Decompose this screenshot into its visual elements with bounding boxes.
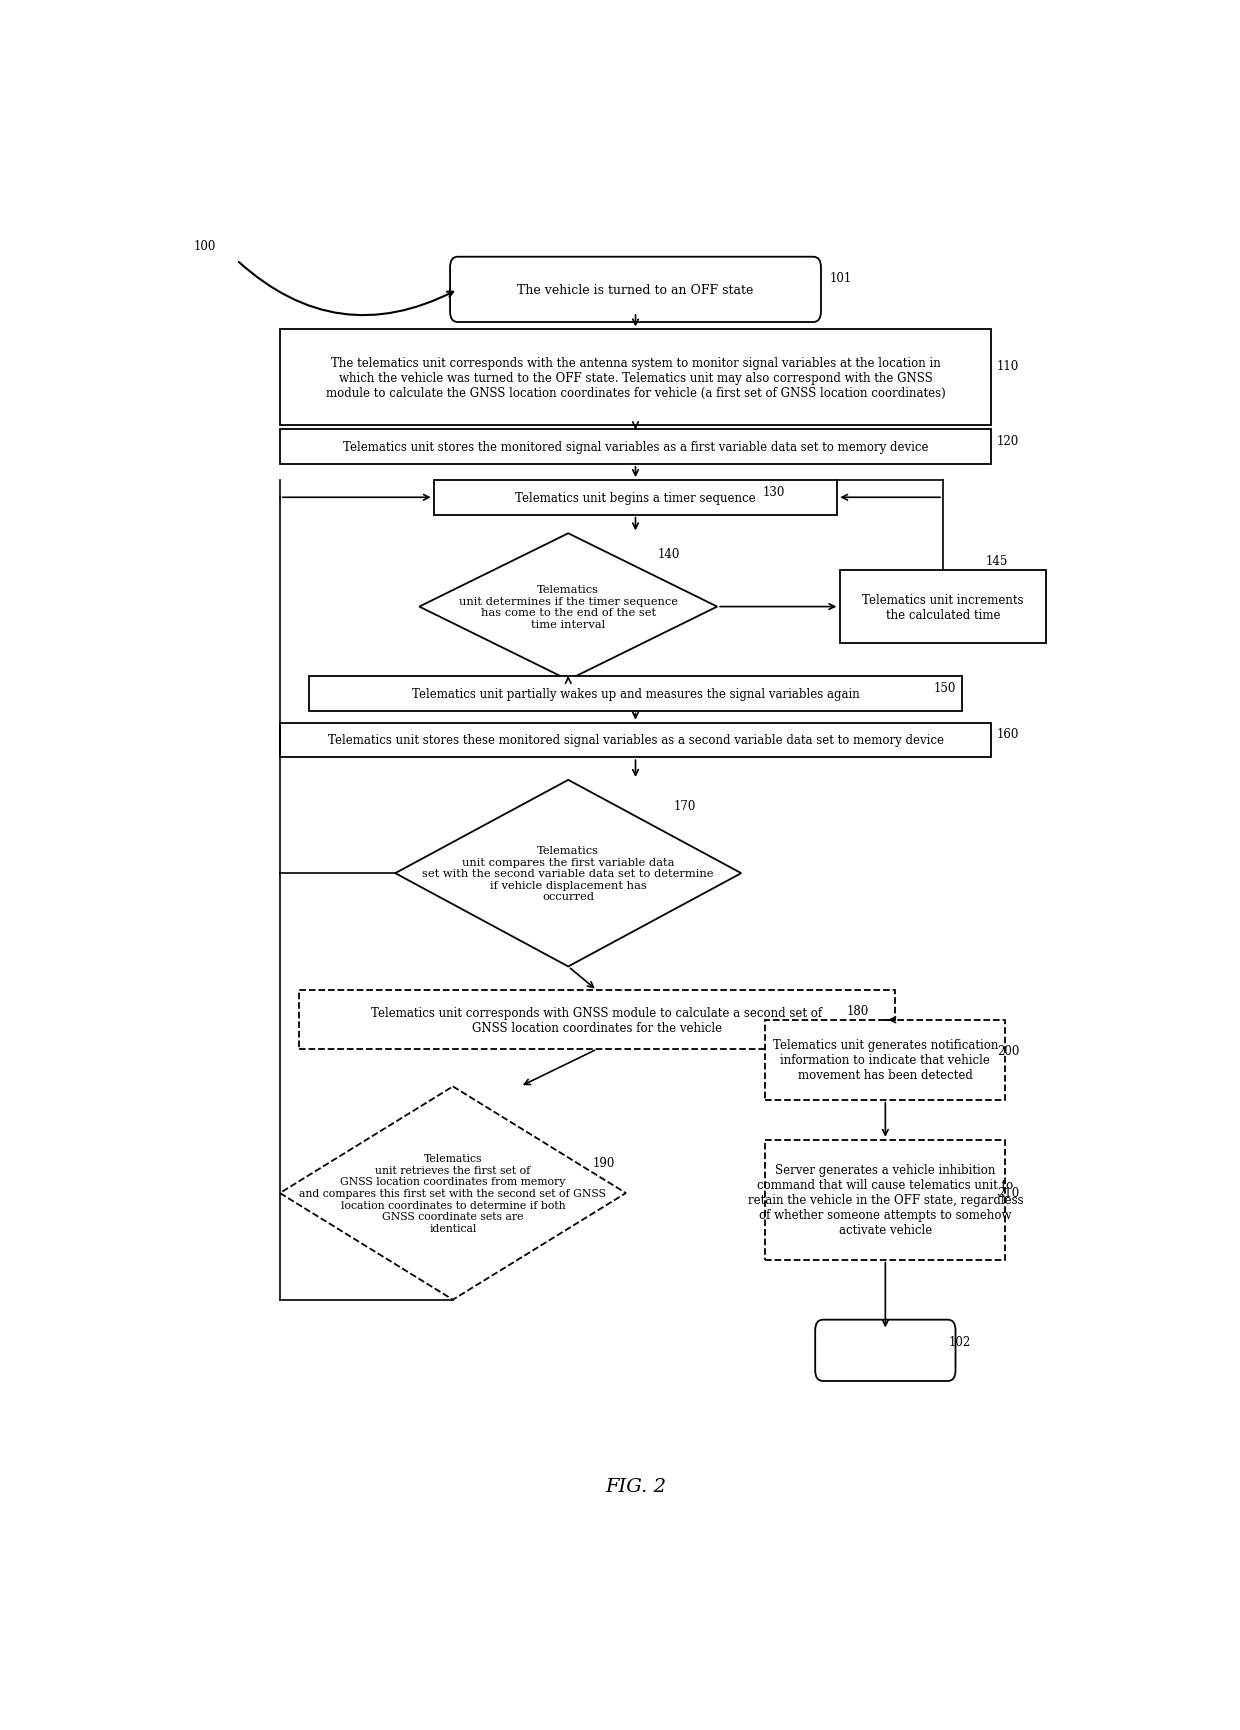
Text: Telematics unit stores the monitored signal variables as a first variable data s: Telematics unit stores the monitored sig… (342, 441, 929, 453)
Text: Telematics unit generates notification
information to indicate that vehicle
move: Telematics unit generates notification i… (773, 1038, 998, 1081)
Text: 101: 101 (830, 272, 852, 285)
FancyBboxPatch shape (815, 1320, 956, 1381)
Bar (309, 676, 962, 711)
Bar (280, 723, 991, 758)
Polygon shape (280, 1086, 626, 1299)
Text: Telematics unit increments
the calculated time: Telematics unit increments the calculate… (862, 593, 1024, 621)
Polygon shape (419, 535, 717, 680)
Text: 130: 130 (763, 486, 785, 498)
Text: 100: 100 (193, 240, 216, 253)
Text: Server generates a vehicle inhibition
command that will cause telematics unit to: Server generates a vehicle inhibition co… (748, 1164, 1023, 1237)
Text: 120: 120 (997, 434, 1019, 448)
Text: The vehicle is turned to an OFF state: The vehicle is turned to an OFF state (517, 284, 754, 296)
Text: 170: 170 (675, 799, 697, 813)
Bar (765, 1021, 1006, 1100)
Text: 145: 145 (986, 555, 1008, 567)
Text: 180: 180 (847, 1005, 869, 1017)
Text: 210: 210 (997, 1187, 1019, 1199)
Text: Telematics unit partially wakes up and measures the signal variables again: Telematics unit partially wakes up and m… (412, 687, 859, 701)
Text: FIG. 2: FIG. 2 (605, 1477, 666, 1495)
Polygon shape (396, 780, 742, 967)
Bar (280, 330, 991, 426)
Text: 200: 200 (997, 1045, 1019, 1057)
Text: 110: 110 (997, 360, 1019, 374)
Bar (765, 1140, 1006, 1259)
Text: Telematics
unit determines if the timer sequence
has come to the end of the set
: Telematics unit determines if the timer … (459, 585, 678, 630)
Text: Telematics unit begins a timer sequence: Telematics unit begins a timer sequence (515, 491, 756, 505)
Text: Telematics unit corresponds with GNSS module to calculate a second set of
GNSS l: Telematics unit corresponds with GNSS mo… (372, 1007, 822, 1035)
Bar (434, 481, 837, 516)
Text: Telematics unit stores these monitored signal variables as a second variable dat: Telematics unit stores these monitored s… (327, 734, 944, 747)
Text: 102: 102 (949, 1336, 971, 1348)
Text: Telematics
unit retrieves the first set of
GNSS location coordinates from memory: Telematics unit retrieves the first set … (300, 1154, 606, 1233)
Bar (299, 991, 895, 1050)
Text: Telematics
unit compares the first variable data
set with the second variable da: Telematics unit compares the first varia… (423, 846, 714, 901)
Text: 150: 150 (934, 682, 956, 694)
Text: 190: 190 (593, 1157, 615, 1169)
Bar (280, 431, 991, 465)
Bar (839, 571, 1047, 644)
FancyBboxPatch shape (450, 258, 821, 324)
Text: 160: 160 (997, 728, 1019, 740)
Text: 140: 140 (657, 548, 680, 561)
Text: The telematics unit corresponds with the antenna system to monitor signal variab: The telematics unit corresponds with the… (326, 356, 945, 400)
